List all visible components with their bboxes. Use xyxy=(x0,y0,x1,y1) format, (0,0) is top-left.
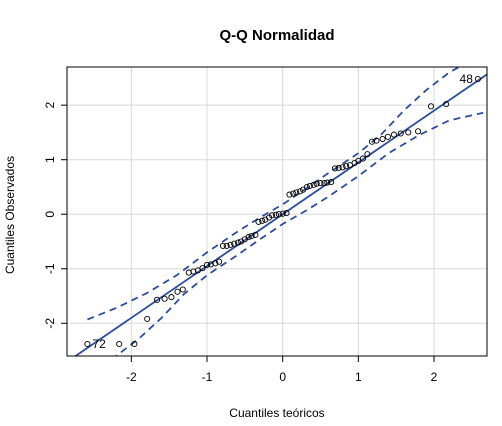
data-point xyxy=(443,101,450,108)
data-point xyxy=(283,210,290,217)
data-point xyxy=(390,131,397,138)
data-point xyxy=(359,155,366,162)
data-point xyxy=(306,182,313,189)
data-point xyxy=(207,261,214,268)
data-point xyxy=(190,268,197,275)
data-point xyxy=(275,211,282,218)
data-point xyxy=(364,151,371,158)
x-tick-label: 2 xyxy=(431,370,438,384)
data-point xyxy=(293,189,300,196)
data-point xyxy=(405,129,412,136)
data-point xyxy=(368,138,376,145)
data-point xyxy=(427,103,435,110)
plot-frame xyxy=(66,66,488,357)
y-axis: -2 -1 0 1 2 xyxy=(43,102,68,329)
data-point xyxy=(310,181,317,188)
point-annotations: 48 72 xyxy=(92,72,473,351)
reference-line xyxy=(73,73,487,356)
data-point xyxy=(216,258,223,265)
data-point xyxy=(397,130,404,137)
data-point xyxy=(223,242,230,249)
data-point xyxy=(286,191,293,198)
y-tick-label: 2 xyxy=(43,102,57,109)
data-point xyxy=(343,163,350,170)
data-point xyxy=(212,260,219,267)
data-point xyxy=(279,210,286,217)
data-point xyxy=(335,164,342,171)
data-point xyxy=(379,135,386,143)
data-points xyxy=(84,75,481,348)
x-tick-label: -1 xyxy=(202,370,213,384)
data-point xyxy=(328,179,335,186)
data-point xyxy=(219,242,226,249)
point-annotation: 48 xyxy=(460,72,474,86)
band-upper xyxy=(87,67,461,321)
grid xyxy=(67,67,487,356)
data-point xyxy=(168,294,175,301)
data-point xyxy=(384,133,391,140)
point-annotation: 72 xyxy=(92,337,106,351)
data-point xyxy=(255,218,262,225)
data-point xyxy=(245,234,252,241)
data-point xyxy=(84,340,91,348)
data-point xyxy=(269,212,276,219)
data-point xyxy=(144,315,151,322)
data-point xyxy=(415,128,422,135)
x-tick-label: 1 xyxy=(355,370,362,384)
y-tick-label: -2 xyxy=(43,318,57,329)
data-point xyxy=(331,165,338,172)
data-point xyxy=(203,261,211,268)
y-tick-label: -1 xyxy=(43,263,57,274)
data-point xyxy=(313,180,320,187)
data-point xyxy=(179,286,186,293)
data-point xyxy=(252,231,259,238)
data-point xyxy=(174,288,181,295)
data-point xyxy=(234,239,242,246)
data-point xyxy=(227,241,234,248)
x-axis: -2 -1 0 1 2 xyxy=(126,355,438,384)
data-point xyxy=(154,296,161,303)
confidence-band xyxy=(87,67,484,356)
y-tick-label: 1 xyxy=(43,156,57,163)
data-point xyxy=(199,265,206,272)
band-lower xyxy=(114,111,484,356)
data-point xyxy=(317,180,324,187)
data-point xyxy=(131,340,138,348)
data-point xyxy=(248,232,255,240)
data-point xyxy=(272,211,279,218)
qq-line xyxy=(73,73,487,356)
y-axis-label: Cuantiles Observados xyxy=(3,156,17,274)
data-point xyxy=(116,340,123,348)
y-tick-label: 0 xyxy=(43,211,57,218)
data-point xyxy=(161,295,168,302)
x-tick-label: 0 xyxy=(279,370,286,384)
data-point xyxy=(290,190,297,197)
x-tick-label: -2 xyxy=(126,370,137,384)
data-point xyxy=(303,183,310,191)
data-point xyxy=(474,75,481,83)
data-point xyxy=(231,240,238,247)
chart-title: Q-Q Normalidad xyxy=(219,27,334,44)
data-point xyxy=(259,217,266,224)
data-point xyxy=(321,180,328,187)
data-point xyxy=(324,179,331,186)
data-point xyxy=(339,164,346,171)
x-axis-label: Cuantiles teóricos xyxy=(229,406,324,420)
data-point xyxy=(297,188,304,195)
data-point xyxy=(373,137,380,144)
